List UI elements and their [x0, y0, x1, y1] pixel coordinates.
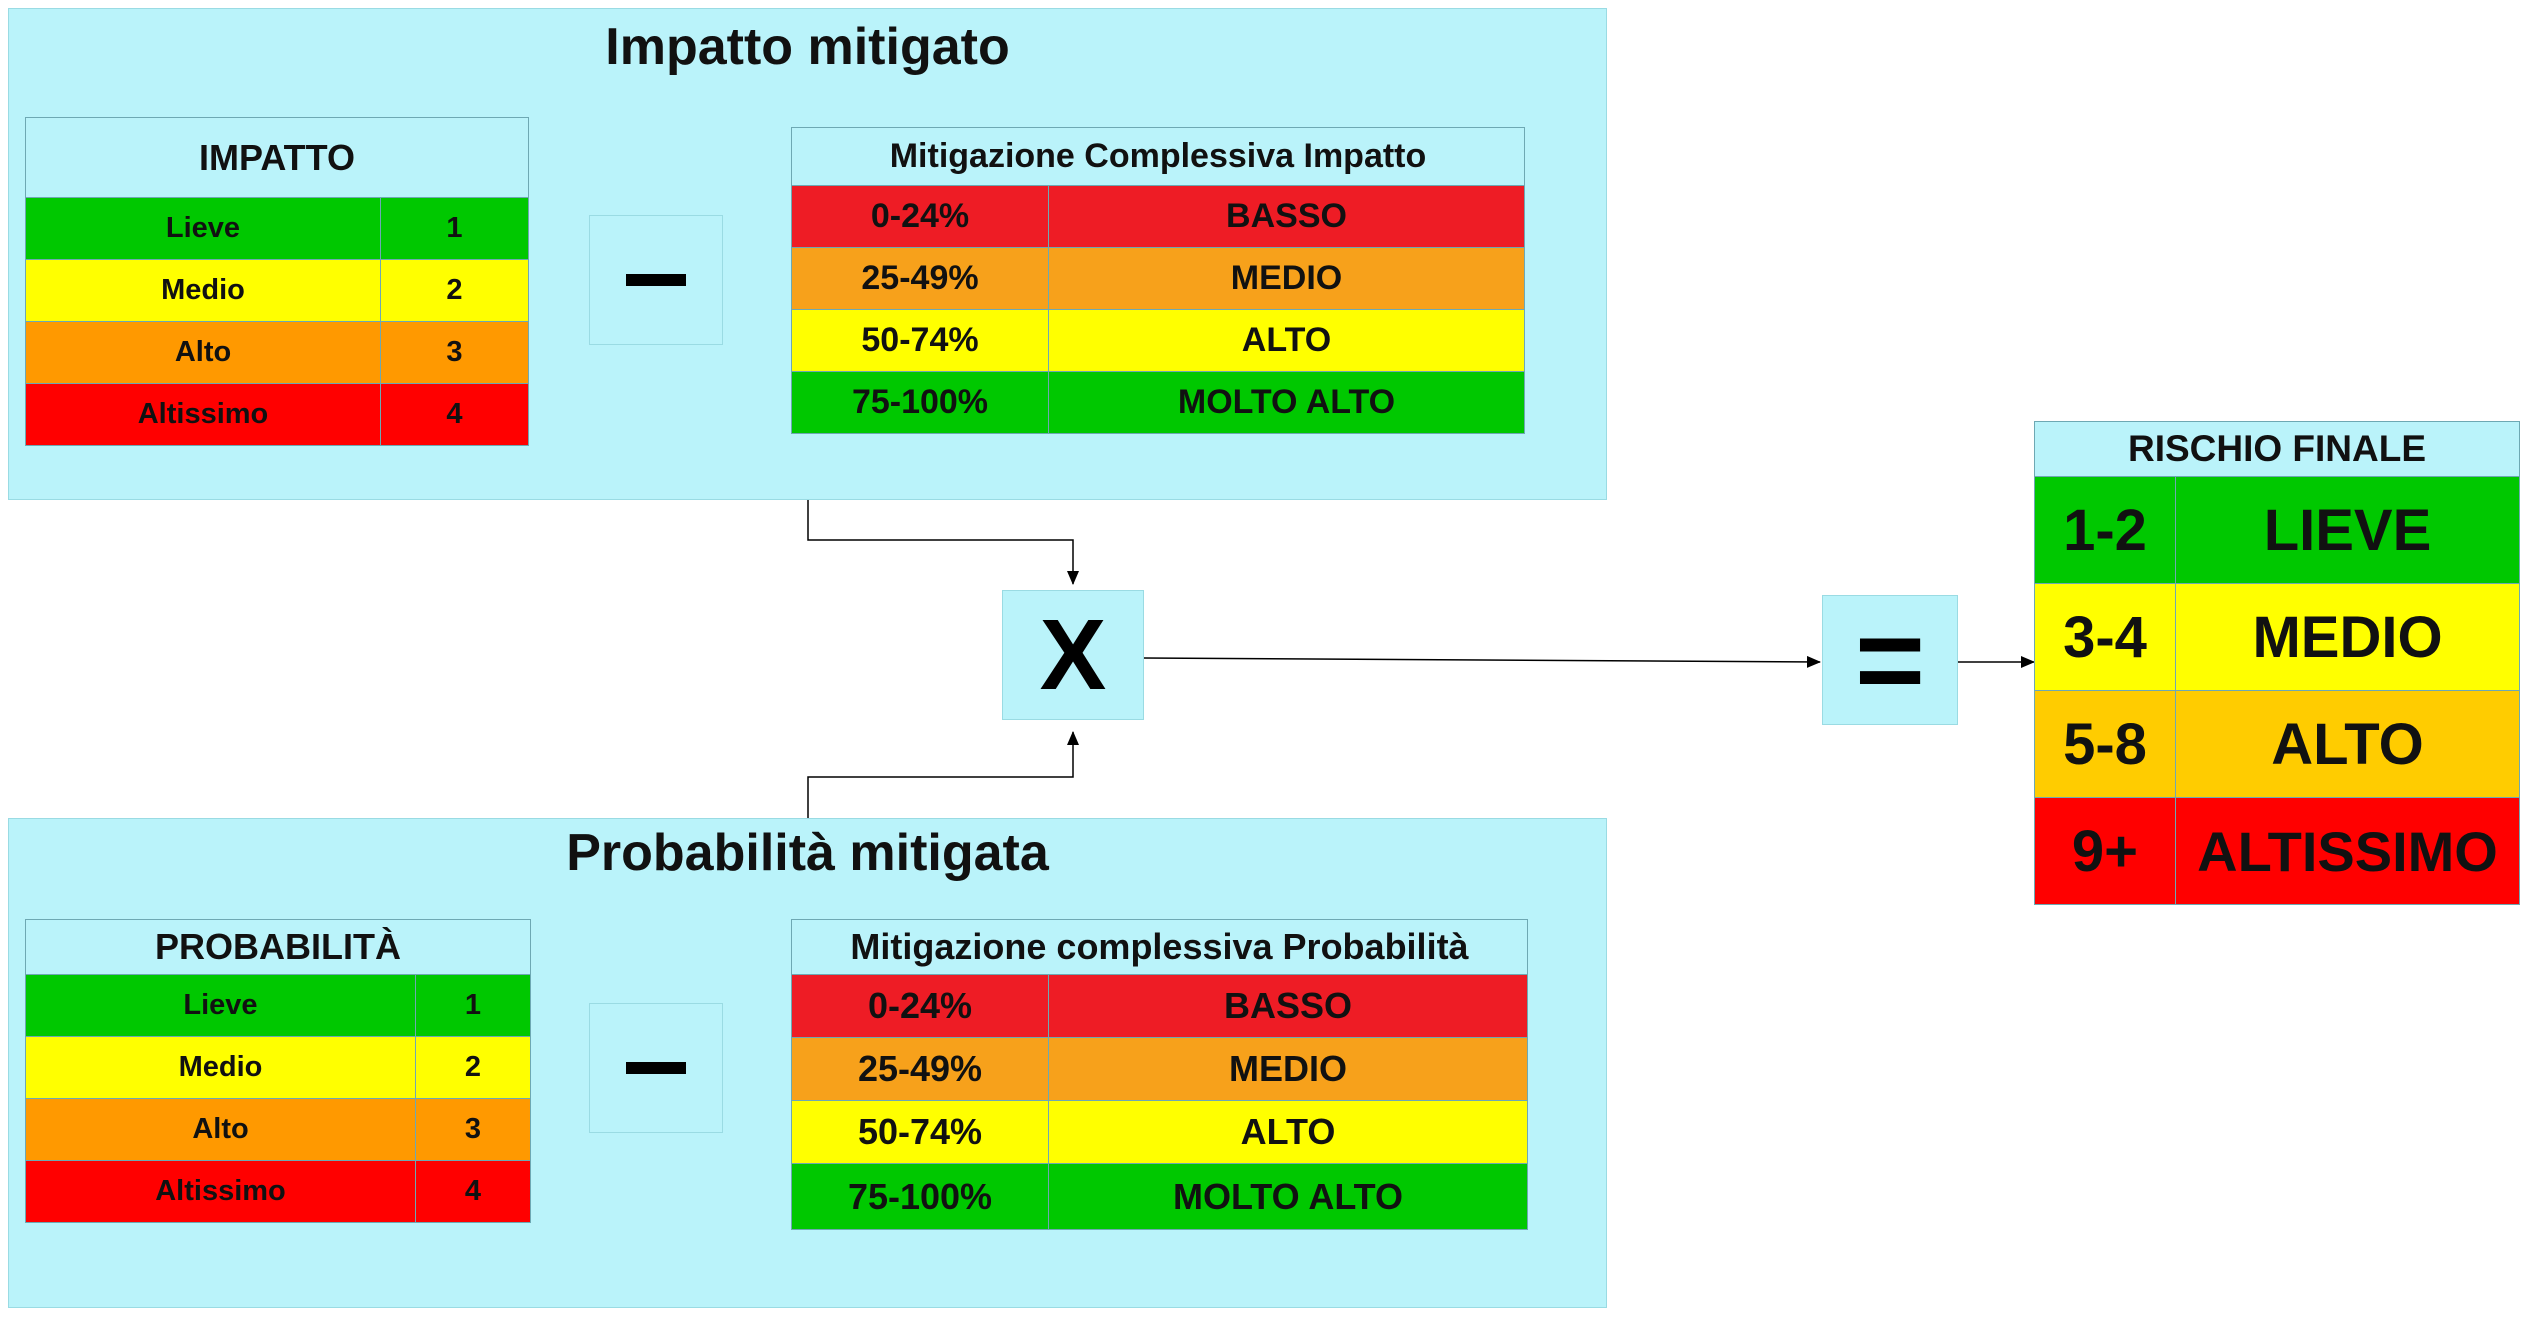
- multiply-operator: X: [1002, 590, 1144, 720]
- impact-panel-title: Impatto mitigato: [605, 18, 1010, 76]
- table-row: Alto 3: [25, 1098, 531, 1161]
- multiply-symbol: X: [1039, 599, 1107, 711]
- impact-level-label: Lieve: [25, 197, 381, 260]
- final-risk-range: 3-4: [2034, 583, 2176, 691]
- probability-level-label: Medio: [25, 1036, 416, 1099]
- equals-symbol: =: [1854, 593, 1926, 727]
- impact-level-value: 2: [380, 259, 529, 322]
- probability-level-label: Lieve: [25, 974, 416, 1037]
- mitigation-range: 50-74%: [791, 1100, 1049, 1164]
- table-row: 3-4 MEDIO: [2034, 583, 2520, 691]
- mitigation-level: MEDIO: [1048, 247, 1525, 310]
- probability-panel-title: Probabilità mitigata: [566, 824, 1049, 882]
- table-row: 25-49% MEDIO: [791, 247, 1525, 310]
- mitigation-range: 75-100%: [791, 1163, 1049, 1230]
- table-row: 25-49% MEDIO: [791, 1037, 1528, 1101]
- table-row: Altissimo 4: [25, 383, 529, 446]
- impact-level-label: Medio: [25, 259, 381, 322]
- impact-to-multiply-arrow: [807, 500, 1079, 585]
- final-risk-range: 5-8: [2034, 690, 2176, 798]
- probability-table: PROBABILITÀ Lieve 1 Medio 2 Alto 3 Altis…: [25, 919, 531, 1223]
- table-row: 1-2 LIEVE: [2034, 476, 2520, 584]
- final-risk-level: LIEVE: [2175, 476, 2520, 584]
- final-risk-level: MEDIO: [2175, 583, 2520, 691]
- mitigation-range: 25-49%: [791, 1037, 1049, 1101]
- table-row: Lieve 1: [25, 197, 529, 260]
- impact-level-value: 1: [380, 197, 529, 260]
- mitigation-range: 50-74%: [791, 309, 1049, 372]
- table-row: 75-100% MOLTO ALTO: [791, 1163, 1528, 1230]
- mitigation-range: 0-24%: [791, 974, 1049, 1038]
- table-row: Alto 3: [25, 321, 529, 384]
- mitigation-range: 75-100%: [791, 371, 1049, 434]
- impact-panel: Impatto mitigato IMPATTO Lieve 1 Medio 2…: [8, 8, 1607, 500]
- impact-minus-operator: [589, 215, 723, 345]
- probability-level-value: 3: [415, 1098, 531, 1161]
- impact-level-value: 3: [380, 321, 529, 384]
- impact-mitigation-table: Mitigazione Complessiva Impatto 0-24% BA…: [791, 127, 1525, 434]
- probability-panel: Probabilità mitigata PROBABILITÀ Lieve 1…: [8, 818, 1607, 1308]
- probability-level-label: Altissimo: [25, 1160, 416, 1223]
- probability-mitigation-table: Mitigazione complessiva Probabilità 0-24…: [791, 919, 1528, 1230]
- mitigation-level: BASSO: [1048, 974, 1528, 1038]
- table-row: 75-100% MOLTO ALTO: [791, 371, 1525, 434]
- mitigation-level: ALTO: [1048, 309, 1525, 372]
- table-row: 50-74% ALTO: [791, 309, 1525, 372]
- table-row: 0-24% BASSO: [791, 185, 1525, 248]
- mitigation-level: BASSO: [1048, 185, 1525, 248]
- mitigation-range: 25-49%: [791, 247, 1049, 310]
- mitigation-level: MOLTO ALTO: [1048, 1163, 1528, 1230]
- probability-mitigation-header: Mitigazione complessiva Probabilità: [791, 919, 1528, 975]
- probability-level-value: 2: [415, 1036, 531, 1099]
- probability-level-value: 4: [415, 1160, 531, 1223]
- probability-minus-operator: [589, 1003, 723, 1133]
- minus-icon: [626, 274, 686, 286]
- multiply-to-equals-arrow: [1142, 655, 1821, 668]
- table-row: Medio 2: [25, 259, 529, 322]
- impact-table: IMPATTO Lieve 1 Medio 2 Alto 3 Altissimo…: [25, 117, 529, 446]
- probability-table-header: PROBABILITÀ: [25, 919, 531, 975]
- impact-level-label: Alto: [25, 321, 381, 384]
- impact-table-header: IMPATTO: [25, 117, 529, 198]
- minus-icon: [626, 1062, 686, 1074]
- final-risk-range: 1-2: [2034, 476, 2176, 584]
- table-row: 0-24% BASSO: [791, 974, 1528, 1038]
- final-risk-header: RISCHIO FINALE: [2034, 421, 2520, 477]
- final-risk-range: 9+: [2034, 797, 2176, 905]
- table-row: 50-74% ALTO: [791, 1100, 1528, 1164]
- table-row: Medio 2: [25, 1036, 531, 1099]
- mitigation-range: 0-24%: [791, 185, 1049, 248]
- probability-level-value: 1: [415, 974, 531, 1037]
- table-row: 5-8 ALTO: [2034, 690, 2520, 798]
- table-row: Lieve 1: [25, 974, 531, 1037]
- probability-to-multiply-arrow: [807, 731, 1079, 818]
- final-risk-table: RISCHIO FINALE 1-2 LIEVE 3-4 MEDIO 5-8 A…: [2034, 421, 2520, 905]
- table-row: 9+ ALTISSIMO: [2034, 797, 2520, 905]
- final-risk-level: ALTO: [2175, 690, 2520, 798]
- equals-operator: =: [1822, 595, 1958, 725]
- impact-level-value: 4: [380, 383, 529, 446]
- mitigation-level: MEDIO: [1048, 1037, 1528, 1101]
- final-risk-level: ALTISSIMO: [2175, 797, 2520, 905]
- mitigation-level: ALTO: [1048, 1100, 1528, 1164]
- mitigation-level: MOLTO ALTO: [1048, 371, 1525, 434]
- probability-level-label: Alto: [25, 1098, 416, 1161]
- impact-level-label: Altissimo: [25, 383, 381, 446]
- table-row: Altissimo 4: [25, 1160, 531, 1223]
- impact-mitigation-header: Mitigazione Complessiva Impatto: [791, 127, 1525, 186]
